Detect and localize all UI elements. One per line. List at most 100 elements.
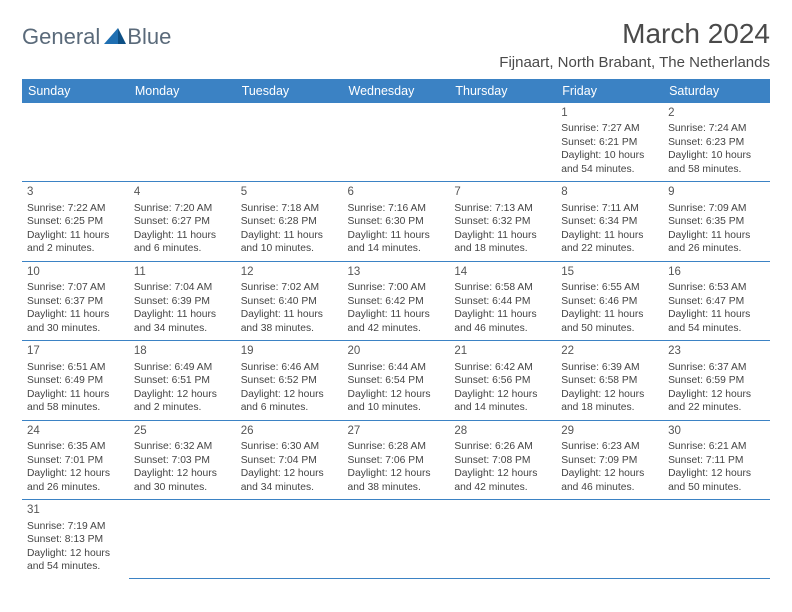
sunset-text: Sunset: 7:01 PM: [27, 454, 124, 468]
sunrise-text: Sunrise: 7:20 AM: [134, 202, 231, 216]
sunset-text: Sunset: 6:25 PM: [27, 215, 124, 229]
daylight-text: Daylight: 10 hours and 58 minutes.: [668, 149, 765, 176]
day-number: 7: [454, 185, 551, 200]
logo-text-1: General: [22, 24, 100, 50]
sunrise-text: Sunrise: 6:49 AM: [134, 361, 231, 375]
sunrise-text: Sunrise: 7:00 AM: [348, 281, 445, 295]
day-number: 15: [561, 265, 658, 280]
day-number: 31: [27, 503, 124, 518]
calendar-cell: 1Sunrise: 7:27 AMSunset: 6:21 PMDaylight…: [556, 103, 663, 182]
calendar-cell: 25Sunrise: 6:32 AMSunset: 7:03 PMDayligh…: [129, 420, 236, 499]
calendar-cell: 13Sunrise: 7:00 AMSunset: 6:42 PMDayligh…: [343, 261, 450, 340]
daylight-text: Daylight: 12 hours and 26 minutes.: [27, 467, 124, 494]
day-number: 5: [241, 185, 338, 200]
day-number: 25: [134, 424, 231, 439]
day-number: 23: [668, 344, 765, 359]
sunrise-text: Sunrise: 6:37 AM: [668, 361, 765, 375]
calendar-cell: 23 Sunrise: 6:37 AMSunset: 6:59 PMDayligh…: [663, 341, 770, 420]
sunrise-text: Sunrise: 7:16 AM: [348, 202, 445, 216]
calendar-cell: 26Sunrise: 6:30 AMSunset: 7:04 PMDayligh…: [236, 420, 343, 499]
daylight-text: Daylight: 12 hours and 42 minutes.: [454, 467, 551, 494]
location: Fijnaart, North Brabant, The Netherlands: [499, 54, 770, 71]
calendar-cell: 12Sunrise: 7:02 AMSunset: 6:40 PMDayligh…: [236, 261, 343, 340]
calendar-cell: 28Sunrise: 6:26 AMSunset: 7:08 PMDayligh…: [449, 420, 556, 499]
day-header: Tuesday: [236, 79, 343, 103]
calendar-cell: 7Sunrise: 7:13 AMSunset: 6:32 PMDaylight…: [449, 182, 556, 261]
calendar-table: Sunday Monday Tuesday Wednesday Thursday…: [22, 79, 770, 579]
sunset-text: Sunset: 6:59 PM: [668, 374, 765, 388]
sunrise-text: Sunrise: 6:26 AM: [454, 440, 551, 454]
sunrise-text: Sunrise: 6:23 AM: [561, 440, 658, 454]
daylight-text: Daylight: 12 hours and 54 minutes.: [27, 547, 124, 574]
sunset-text: Sunset: 7:06 PM: [348, 454, 445, 468]
daylight-text: Daylight: 11 hours and 42 minutes.: [348, 308, 445, 335]
calendar-cell: 16Sunrise: 6:53 AMSunset: 6:47 PMDayligh…: [663, 261, 770, 340]
sunset-text: Sunset: 6:37 PM: [27, 295, 124, 309]
sunset-text: Sunset: 6:42 PM: [348, 295, 445, 309]
daylight-text: Daylight: 11 hours and 10 minutes.: [241, 229, 338, 256]
calendar-cell: [449, 500, 556, 579]
sunset-text: Sunset: 7:11 PM: [668, 454, 765, 468]
sunrise-text: Sunrise: 6:58 AM: [454, 281, 551, 295]
sunrise-text: Sunrise: 6:53 AM: [668, 281, 765, 295]
daylight-text: Daylight: 12 hours and 18 minutes.: [561, 388, 658, 415]
sunset-text: Sunset: 6:23 PM: [668, 136, 765, 150]
sunset-text: Sunset: 6:44 PM: [454, 295, 551, 309]
sunrise-text: Sunrise: 6:39 AM: [561, 361, 658, 375]
calendar-cell: [343, 500, 450, 579]
calendar-cell: 17 Sunrise: 6:51 AMSunset: 6:49 PMDayligh…: [22, 341, 129, 420]
calendar-cell: [556, 500, 663, 579]
sunset-text: Sunset: 6:39 PM: [134, 295, 231, 309]
sunset-text: Sunset: 6:51 PM: [134, 374, 231, 388]
calendar-row: 17Sunrise: 6:51 AMSunset: 6:49 PMDayligh…: [22, 341, 770, 420]
calendar-cell: 21Sunrise: 6:42 AMSunset: 6:56 PMDayligh…: [449, 341, 556, 420]
day-number: 27: [348, 424, 445, 439]
calendar-row: 1Sunrise: 7:27 AMSunset: 6:21 PMDaylight…: [22, 103, 770, 182]
calendar-cell: 24Sunrise: 6:35 AMSunset: 7:01 PMDayligh…: [22, 420, 129, 499]
sunrise-text: Sunrise: 7:04 AM: [134, 281, 231, 295]
day-header: Wednesday: [343, 79, 450, 103]
sunset-text: Sunset: 7:08 PM: [454, 454, 551, 468]
daylight-text: Daylight: 11 hours and 26 minutes.: [668, 229, 765, 256]
sunset-text: Sunset: 7:04 PM: [241, 454, 338, 468]
calendar-cell: 27Sunrise: 6:28 AMSunset: 7:06 PMDayligh…: [343, 420, 450, 499]
calendar-cell: [343, 103, 450, 182]
daylight-text: Daylight: 12 hours and 22 minutes.: [668, 388, 765, 415]
day-number: 21: [454, 344, 551, 359]
calendar-cell: 29Sunrise: 6:23 AMSunset: 7:09 PMDayligh…: [556, 420, 663, 499]
daylight-text: Daylight: 11 hours and 18 minutes.: [454, 229, 551, 256]
title-block: March 2024 Fijnaart, North Brabant, The …: [499, 18, 770, 71]
day-number: 12: [241, 265, 338, 280]
calendar-cell: 9Sunrise: 7:09 AMSunset: 6:35 PMDaylight…: [663, 182, 770, 261]
calendar-row: 10Sunrise: 7:07 AMSunset: 6:37 PMDayligh…: [22, 261, 770, 340]
daylight-text: Daylight: 11 hours and 30 minutes.: [27, 308, 124, 335]
page-title: March 2024: [499, 18, 770, 50]
calendar-cell: [449, 103, 556, 182]
logo-icon: [104, 24, 126, 50]
day-number: 13: [348, 265, 445, 280]
daylight-text: Daylight: 12 hours and 10 minutes.: [348, 388, 445, 415]
sunset-text: Sunset: 6:32 PM: [454, 215, 551, 229]
sunset-text: Sunset: 6:49 PM: [27, 374, 124, 388]
sunrise-text: Sunrise: 6:51 AM: [27, 361, 124, 375]
daylight-text: Daylight: 12 hours and 50 minutes.: [668, 467, 765, 494]
day-header: Saturday: [663, 79, 770, 103]
sunset-text: Sunset: 6:35 PM: [668, 215, 765, 229]
calendar-cell: 4Sunrise: 7:20 AMSunset: 6:27 PMDaylight…: [129, 182, 236, 261]
sunset-text: Sunset: 6:46 PM: [561, 295, 658, 309]
daylight-text: Daylight: 12 hours and 46 minutes.: [561, 467, 658, 494]
daylight-text: Daylight: 11 hours and 14 minutes.: [348, 229, 445, 256]
calendar-row: 31Sunrise: 7:19 AMSunset: 8:13 PMDayligh…: [22, 500, 770, 579]
day-number: 17: [27, 344, 124, 359]
day-number: 24: [27, 424, 124, 439]
sunrise-text: Sunrise: 7:18 AM: [241, 202, 338, 216]
day-number: 16: [668, 265, 765, 280]
day-number: 8: [561, 185, 658, 200]
calendar-cell: 3Sunrise: 7:22 AMSunset: 6:25 PMDaylight…: [22, 182, 129, 261]
calendar-row: 3Sunrise: 7:22 AMSunset: 6:25 PMDaylight…: [22, 182, 770, 261]
daylight-text: Daylight: 11 hours and 58 minutes.: [27, 388, 124, 415]
sunset-text: Sunset: 6:47 PM: [668, 295, 765, 309]
daylight-text: Daylight: 11 hours and 38 minutes.: [241, 308, 338, 335]
calendar-cell: 2Sunrise: 7:24 AMSunset: 6:23 PMDaylight…: [663, 103, 770, 182]
sunrise-text: Sunrise: 6:28 AM: [348, 440, 445, 454]
